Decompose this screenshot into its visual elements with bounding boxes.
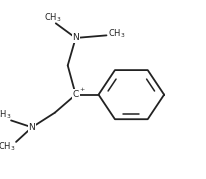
Text: N: N bbox=[72, 33, 79, 42]
Text: +: + bbox=[79, 87, 84, 92]
Text: CH$_3$: CH$_3$ bbox=[107, 27, 125, 40]
Text: CH$_3$: CH$_3$ bbox=[44, 12, 61, 25]
Text: CH$_3$: CH$_3$ bbox=[0, 141, 16, 153]
Text: C: C bbox=[72, 90, 78, 99]
Text: N: N bbox=[28, 123, 35, 132]
Text: CH$_3$: CH$_3$ bbox=[0, 108, 12, 121]
